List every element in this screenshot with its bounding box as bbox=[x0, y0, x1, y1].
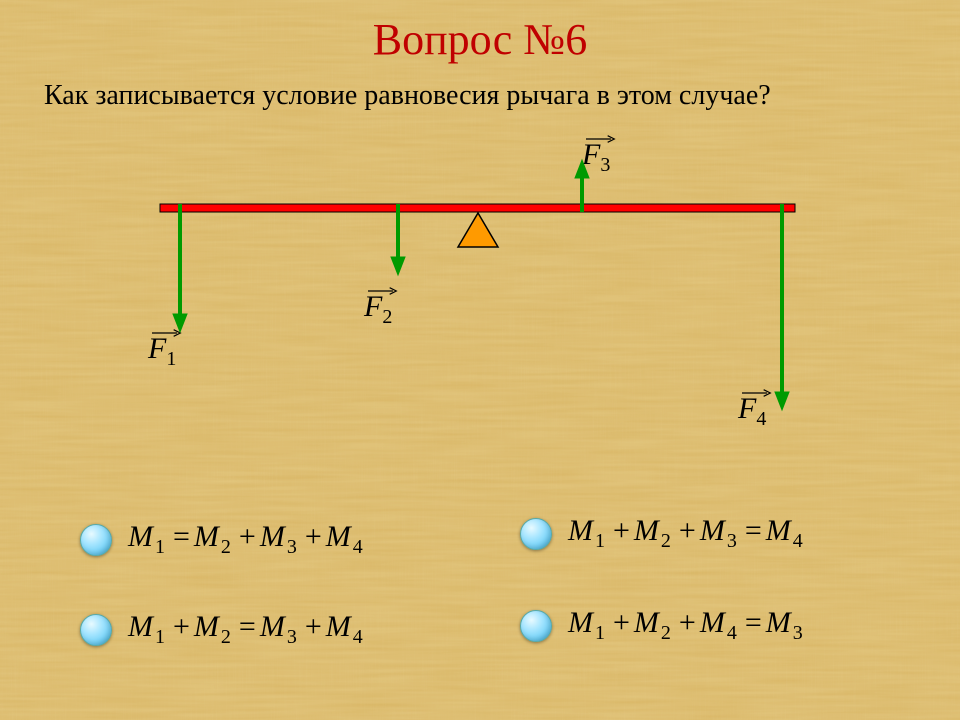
option-A: M1=M2+M3+M4 bbox=[80, 520, 367, 559]
option-D-radio[interactable] bbox=[520, 610, 552, 642]
option-A-equation: M1=M2+M3+M4 bbox=[128, 520, 367, 559]
option-B: M1+M2=M3+M4 bbox=[80, 610, 367, 649]
option-A-radio[interactable] bbox=[80, 524, 112, 556]
option-C-radio[interactable] bbox=[520, 518, 552, 550]
force-F1 bbox=[173, 204, 187, 332]
option-C: M1+M2+M3=M4 bbox=[520, 514, 807, 553]
option-D: M1+M2+M4=M3 bbox=[520, 606, 807, 645]
option-C-equation: M1+M2+M3=M4 bbox=[568, 514, 807, 553]
force-F4 bbox=[775, 204, 789, 410]
lever-diagram bbox=[0, 0, 960, 500]
force-F2 bbox=[391, 204, 405, 275]
option-B-radio[interactable] bbox=[80, 614, 112, 646]
option-B-equation: M1+M2=M3+M4 bbox=[128, 610, 367, 649]
option-D-equation: M1+M2+M4=M3 bbox=[568, 606, 807, 645]
